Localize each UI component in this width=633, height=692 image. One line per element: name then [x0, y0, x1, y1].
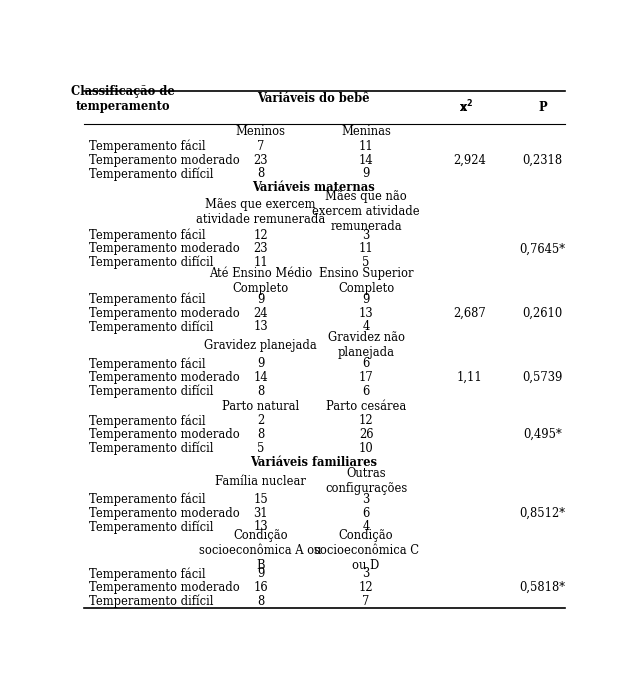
Text: Temperamento moderado: Temperamento moderado — [89, 154, 240, 167]
Text: 0,2610: 0,2610 — [523, 307, 563, 320]
Text: Variáveis do bebê: Variáveis do bebê — [257, 92, 370, 104]
Text: 12: 12 — [253, 229, 268, 242]
Text: 23: 23 — [253, 154, 268, 167]
Text: Temperamento difícil: Temperamento difícil — [89, 384, 213, 398]
Text: Temperamento fácil: Temperamento fácil — [89, 293, 206, 307]
Text: Condição
socioeconômica C
ou D: Condição socioeconômica C ou D — [313, 529, 418, 572]
Text: Meninos: Meninos — [235, 125, 285, 138]
Text: 4: 4 — [363, 520, 370, 534]
Text: 14: 14 — [253, 371, 268, 384]
Text: 14: 14 — [359, 154, 373, 167]
Text: 0,5818*: 0,5818* — [520, 581, 566, 594]
Text: 2,924: 2,924 — [453, 154, 486, 167]
Text: 8: 8 — [257, 594, 264, 608]
Text: 8: 8 — [257, 428, 264, 441]
Text: 15: 15 — [253, 493, 268, 507]
Text: 12: 12 — [359, 415, 373, 428]
Text: 6: 6 — [363, 507, 370, 520]
Text: 8: 8 — [257, 385, 264, 398]
Text: Variáveis maternas: Variáveis maternas — [252, 181, 375, 194]
Text: 2,687: 2,687 — [453, 307, 486, 320]
Text: Temperamento difícil: Temperamento difícil — [89, 256, 213, 269]
Text: 9: 9 — [363, 167, 370, 181]
Text: 23: 23 — [253, 242, 268, 255]
Text: 9: 9 — [257, 358, 265, 370]
Text: Gravidez não
planejada: Gravidez não planejada — [328, 331, 404, 359]
Text: 5: 5 — [257, 441, 265, 455]
Text: Meninas: Meninas — [341, 125, 391, 138]
Text: 9: 9 — [257, 567, 265, 581]
Text: Gravidez planejada: Gravidez planejada — [204, 339, 317, 352]
Text: Variáveis familiares: Variáveis familiares — [250, 455, 377, 468]
Text: 6: 6 — [363, 358, 370, 370]
Text: 7: 7 — [363, 594, 370, 608]
Text: 9: 9 — [257, 293, 265, 306]
Text: Temperamento difícil: Temperamento difícil — [89, 520, 213, 534]
Text: Temperamento fácil: Temperamento fácil — [89, 567, 206, 581]
Text: 2: 2 — [257, 415, 264, 428]
Text: 26: 26 — [359, 428, 373, 441]
Text: x: x — [460, 101, 467, 113]
Text: 10: 10 — [359, 441, 373, 455]
Text: Temperamento moderado: Temperamento moderado — [89, 242, 240, 255]
Text: P: P — [539, 101, 547, 113]
Text: Temperamento difícil: Temperamento difícil — [89, 594, 213, 608]
Text: Parto natural: Parto natural — [222, 399, 299, 412]
Text: $\mathbf{x^2}$: $\mathbf{x^2}$ — [460, 99, 474, 116]
Text: 9: 9 — [363, 293, 370, 306]
Text: Temperamento fácil: Temperamento fácil — [89, 415, 206, 428]
Text: 0,8512*: 0,8512* — [520, 507, 566, 520]
Text: 0,495*: 0,495* — [523, 428, 562, 441]
Text: Ensino Superior
Completo: Ensino Superior Completo — [319, 267, 413, 295]
Text: Outras
configurações: Outras configurações — [325, 467, 407, 495]
Text: 3: 3 — [363, 229, 370, 242]
Text: 0,2318: 0,2318 — [523, 154, 563, 167]
Text: Temperamento moderado: Temperamento moderado — [89, 581, 240, 594]
Text: Temperamento moderado: Temperamento moderado — [89, 428, 240, 441]
Text: Até Ensino Médio
Completo: Até Ensino Médio Completo — [209, 267, 312, 295]
Text: 7: 7 — [257, 140, 265, 153]
Text: 16: 16 — [253, 581, 268, 594]
Text: 6: 6 — [363, 385, 370, 398]
Text: Temperamento difícil: Temperamento difícil — [89, 441, 213, 455]
Text: 1,11: 1,11 — [456, 371, 482, 384]
Text: Temperamento moderado: Temperamento moderado — [89, 371, 240, 384]
Text: 3: 3 — [363, 493, 370, 507]
Text: Mães que não
exercem atividade
remunerada: Mães que não exercem atividade remunerad… — [312, 190, 420, 233]
Text: 3: 3 — [363, 567, 370, 581]
Text: Temperamento moderado: Temperamento moderado — [89, 307, 240, 320]
Text: 0,5739: 0,5739 — [522, 371, 563, 384]
Text: 5: 5 — [363, 256, 370, 269]
Text: Parto cesárea: Parto cesárea — [326, 399, 406, 412]
Text: Classificação de
temperamento: Classificação de temperamento — [72, 85, 175, 113]
Text: 24: 24 — [253, 307, 268, 320]
Text: 11: 11 — [359, 140, 373, 153]
Text: 11: 11 — [359, 242, 373, 255]
Text: 17: 17 — [359, 371, 373, 384]
Text: 11: 11 — [253, 256, 268, 269]
Text: Mães que exercem
atividade remunerada: Mães que exercem atividade remunerada — [196, 198, 325, 226]
Text: Temperamento fácil: Temperamento fácil — [89, 357, 206, 371]
Text: Temperamento difícil: Temperamento difícil — [89, 167, 213, 181]
Text: Condição
socioeconômica A ou
B: Condição socioeconômica A ou B — [199, 529, 322, 572]
Text: Temperamento fácil: Temperamento fácil — [89, 493, 206, 507]
Text: 12: 12 — [359, 581, 373, 594]
Text: 13: 13 — [253, 320, 268, 334]
Text: 0,7645*: 0,7645* — [520, 242, 566, 255]
Text: Temperamento fácil: Temperamento fácil — [89, 228, 206, 242]
Text: Temperamento difícil: Temperamento difícil — [89, 320, 213, 334]
Text: Temperamento fácil: Temperamento fácil — [89, 140, 206, 154]
Text: Temperamento moderado: Temperamento moderado — [89, 507, 240, 520]
Text: 13: 13 — [359, 307, 373, 320]
Text: 8: 8 — [257, 167, 264, 181]
Text: 13: 13 — [253, 520, 268, 534]
Text: 31: 31 — [253, 507, 268, 520]
Text: Família nuclear: Família nuclear — [215, 475, 306, 488]
Text: 4: 4 — [363, 320, 370, 334]
